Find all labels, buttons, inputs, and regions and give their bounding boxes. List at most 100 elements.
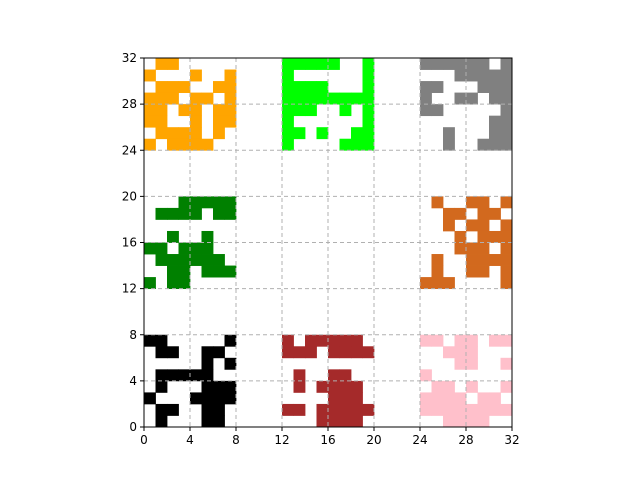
heatmap-cell: [224, 115, 237, 128]
heatmap-cell: [443, 392, 455, 405]
x-axis: 0 4 8 12 16 20 24 28 32: [140, 427, 520, 447]
heatmap-cell: [190, 196, 202, 209]
y-tick-label: 32: [122, 51, 137, 65]
heatmap-cell: [339, 380, 352, 393]
heatmap-cell: [339, 138, 352, 151]
heatmap-cell: [224, 334, 237, 347]
heatmap-cell: [305, 92, 317, 105]
x-tick-label: 28: [458, 433, 473, 447]
heatmap-cell: [201, 415, 214, 428]
heatmap-cell: [144, 277, 156, 290]
heatmap-cell: [362, 104, 375, 117]
heatmap-cell: [454, 230, 467, 243]
heatmap-cell: [466, 69, 478, 82]
heatmap-cell: [500, 334, 513, 347]
heatmap-cell: [477, 58, 490, 70]
heatmap-cell: [489, 403, 501, 416]
heatmap-cell: [489, 69, 501, 82]
heatmap-cell: [443, 138, 455, 151]
heatmap-cell: [454, 357, 467, 370]
heatmap-cell: [213, 380, 225, 393]
heatmap-cell: [454, 415, 467, 428]
grid-lines: [143, 57, 513, 428]
heatmap-cell: [454, 207, 467, 220]
heatmap-cell: [339, 334, 352, 347]
heatmap-cell: [328, 392, 340, 405]
heatmap-cell: [489, 81, 501, 93]
heatmap-cell: [144, 115, 156, 128]
heatmap-cell: [328, 415, 340, 428]
heatmap-cell: [224, 392, 237, 405]
heatmap-cell: [500, 265, 513, 278]
heatmap-cell: [201, 392, 214, 405]
heatmap-cell: [339, 104, 352, 117]
heatmap-cell: [477, 265, 490, 278]
heatmap-cell: [316, 403, 329, 416]
heatmap-cell: [201, 346, 214, 359]
heatmap-cell: [155, 81, 168, 93]
heatmap-cell: [167, 346, 179, 359]
heatmap-cell: [466, 265, 478, 278]
heatmap-cell: [477, 392, 490, 405]
heatmap-cell: [500, 69, 513, 82]
heatmap-cell: [351, 334, 363, 347]
heatmap-cell: [155, 403, 168, 416]
heatmap-cell: [213, 265, 225, 278]
heatmap-cell: [201, 380, 214, 393]
heatmap-cell: [190, 69, 202, 82]
heatmap-cell: [477, 219, 490, 232]
heatmap-cell: [477, 415, 490, 428]
heatmap-cell: [201, 138, 214, 151]
heatmap-cell: [466, 334, 478, 347]
heatmap-cell: [500, 242, 513, 255]
heatmap-cell: [155, 346, 168, 359]
heatmap-cell: [489, 334, 501, 347]
heatmap-cell: [213, 403, 225, 416]
heatmap-cell: [431, 380, 444, 393]
heatmap-cell: [144, 138, 156, 151]
x-tick-label: 8: [232, 433, 240, 447]
y-tick-label: 12: [122, 282, 137, 296]
heatmap-cell: [316, 380, 329, 393]
block-6: [282, 334, 375, 428]
heatmap-cell: [420, 104, 432, 117]
heatmap-cell: [282, 92, 294, 105]
heatmap-cell: [443, 207, 455, 220]
heatmap-cell: [224, 196, 237, 209]
heatmap-cell: [500, 92, 513, 105]
heatmap-cell: [328, 403, 340, 416]
heatmap-cell: [201, 369, 214, 382]
heatmap-cell: [339, 403, 352, 416]
heatmap-cell: [167, 277, 179, 290]
y-tick-label: 24: [122, 143, 137, 157]
heatmap-cell: [477, 138, 490, 151]
heatmap-cell: [224, 265, 237, 278]
x-tick-label: 24: [412, 433, 427, 447]
heatmap-cell: [167, 265, 179, 278]
heatmap-cell: [477, 242, 490, 255]
heatmap-cell: [339, 346, 352, 359]
heatmap-cell: [213, 207, 225, 220]
heatmap-cell: [178, 104, 191, 117]
heatmap-cell: [339, 415, 352, 428]
heatmap-cell: [454, 403, 467, 416]
heatmap-cell: [201, 230, 214, 243]
heatmap-cell: [443, 127, 455, 140]
block-3: [144, 196, 237, 290]
block-2: [420, 58, 513, 151]
heatmap-cell: [178, 81, 191, 93]
heatmap-cell: [454, 69, 467, 82]
heatmap-cell: [351, 392, 363, 405]
heatmap-cell: [443, 346, 455, 359]
heatmap-cell: [443, 415, 455, 428]
heatmap-cell: [339, 392, 352, 405]
heatmap-cell: [282, 127, 294, 140]
heatmap-cell: [305, 58, 317, 70]
heatmap-cell: [454, 392, 467, 405]
heatmap-cell: [454, 58, 467, 70]
heatmap-cell: [500, 104, 513, 117]
heatmap-cell: [201, 92, 214, 105]
heatmap-cell: [224, 81, 237, 93]
heatmap-cell: [155, 104, 168, 117]
heatmap-cell: [155, 127, 168, 140]
